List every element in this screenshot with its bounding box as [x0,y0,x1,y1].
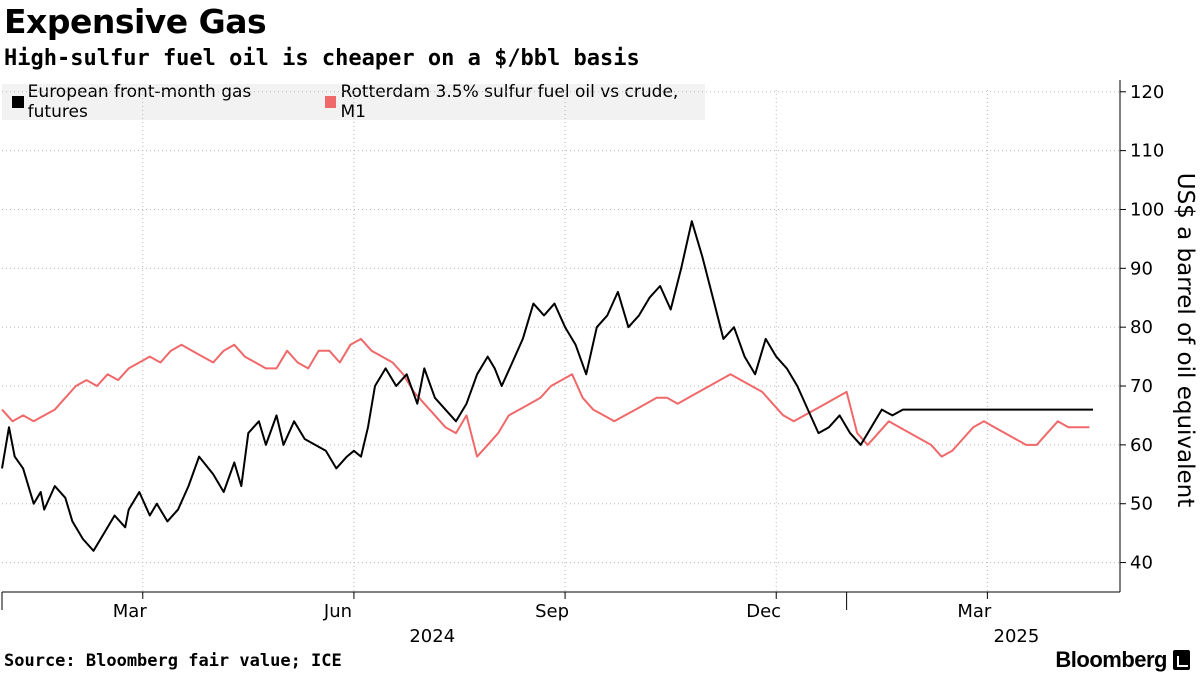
brand-name: Bloomberg [1055,647,1167,672]
legend-swatch-gas [12,96,24,108]
x-tick-label: Mar [113,601,148,622]
x-tick-label: Mar [957,601,992,622]
axis-layer: 40 50 60 70 80 90 100 110 120 Mar Jun Sep Dec Mar 2024… [1,80,1164,647]
y-tick-label: 110 [1130,141,1164,162]
chart-subtitle: High-sulfur fuel oil is cheaper on a $/b… [4,46,640,71]
chart-title: Expensive Gas [4,2,267,41]
x-tick-label: Jun [323,601,352,622]
legend-swatch-fuel-oil [324,96,337,108]
y-tick-label: 40 [1130,553,1153,574]
legend-item-fuel-oil: Rotterdam 3.5% sulfur fuel oil vs crude,… [324,82,699,122]
y-tick-label: 90 [1130,258,1153,279]
legend-item-gas: European front-month gas futures [12,82,309,122]
series-line-gas [1,220,1093,552]
year-label: 2024 [409,626,455,647]
series-layer [1,220,1093,552]
legend-label-gas: European front-month gas futures [27,82,252,122]
y-tick-label: 50 [1130,494,1153,515]
x-tick-label: Sep [535,601,569,622]
y-tick-label: 60 [1130,435,1153,456]
brand-logo: Bloomberg [1055,647,1190,673]
year-label: 2025 [994,626,1040,647]
x-tick-label: Dec [746,601,781,622]
legend-label-fuel-oil: Rotterdam 3.5% sulfur fuel oil vs crude,… [340,82,679,122]
y-tick-label: 120 [1130,82,1164,103]
series-line-fuel-oil [1,337,1090,458]
y-axis-title: US$ a barrel of oil equivalent [1172,173,1198,508]
legend: European front-month gas futures Rotterd… [2,82,705,122]
source-note: Source: Bloomberg fair value; ICE [4,651,342,671]
y-tick-label: 80 [1130,317,1153,338]
bloomberg-chart-icon [1173,650,1190,670]
grid-layer [2,90,1120,592]
y-tick-label: 70 [1130,376,1153,397]
y-tick-label: 100 [1130,199,1164,220]
